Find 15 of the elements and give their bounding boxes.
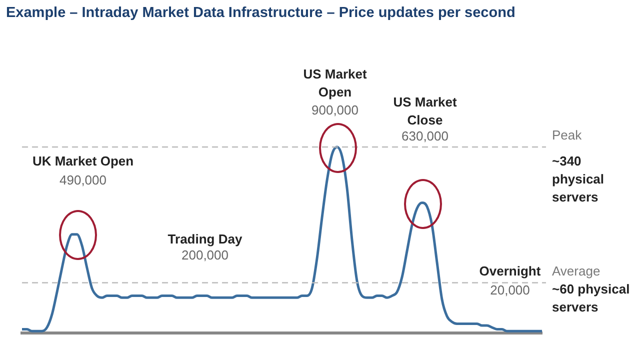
- text: US Market Close: [393, 94, 458, 128]
- annotation: UK Market Open: [32, 154, 134, 169]
- text: ~340 physical servers: [552, 154, 604, 205]
- text: 900,000: [312, 102, 358, 118]
- text: ~60 physical servers: [552, 282, 630, 315]
- annotation: Overnight: [479, 264, 542, 279]
- annotation: 200,000: [182, 248, 228, 263]
- text: 630,000: [402, 128, 448, 144]
- annotation: 490,000: [60, 172, 106, 188]
- annotation: Trading Day: [168, 232, 243, 247]
- ref-line-label: Peak: [552, 128, 582, 143]
- chart-title: Example – Intraday Market Data Infrastructure – Price updates per second: [6, 5, 516, 21]
- text: US Market Open: [303, 66, 368, 100]
- ref-line-label: Average: [552, 263, 600, 278]
- annotation: 20,000: [490, 282, 530, 298]
